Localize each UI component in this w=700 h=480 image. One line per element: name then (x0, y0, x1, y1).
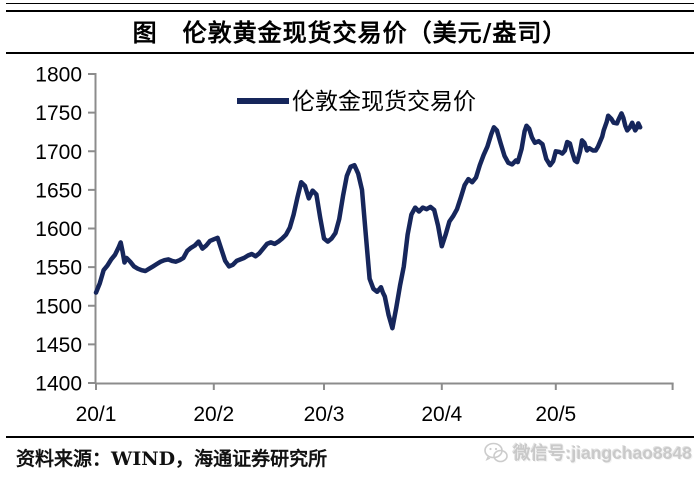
y-axis-tick-label: 1700 (35, 141, 82, 164)
title-bottom-rule (6, 52, 694, 54)
source-note: 资料来源：WIND，海通证券研究所 (16, 448, 328, 470)
x-axis-tick-label: 20/2 (193, 403, 234, 426)
chart-title: 图 伦敦黄金现货交易价（美元/盎司） (132, 18, 568, 47)
y-axis-tick-label: 1450 (35, 334, 82, 357)
x-axis-tick-label: 20/1 (76, 403, 117, 426)
y-axis-tick-label: 1650 (35, 179, 82, 202)
x-axis-tick-label: 20/5 (535, 403, 576, 426)
gold-price-series (93, 111, 643, 331)
x-axis-tick-label: 20/4 (421, 403, 462, 426)
y-axis-tick-label: 1750 (35, 102, 82, 125)
top-outer-rule (6, 3, 694, 4)
watermark: 微信号:jiangchao8848 (483, 440, 692, 465)
y-axis-tick-label: 1800 (35, 64, 82, 87)
y-axis-tick-label: 1500 (35, 295, 82, 318)
wechat-icon (484, 442, 508, 462)
x-axis-tick-label: 20/3 (304, 403, 345, 426)
y-axis-tick-label: 1400 (35, 373, 82, 396)
footer-rule (6, 436, 694, 438)
y-axis-tick-label: 1600 (35, 218, 82, 241)
y-axis-tick-label: 1550 (35, 257, 82, 280)
top-inner-rule (6, 10, 694, 12)
watermark-text: 微信号:jiangchao8848 (513, 443, 692, 463)
legend-label: 伦敦金现货交易价 (292, 89, 476, 115)
